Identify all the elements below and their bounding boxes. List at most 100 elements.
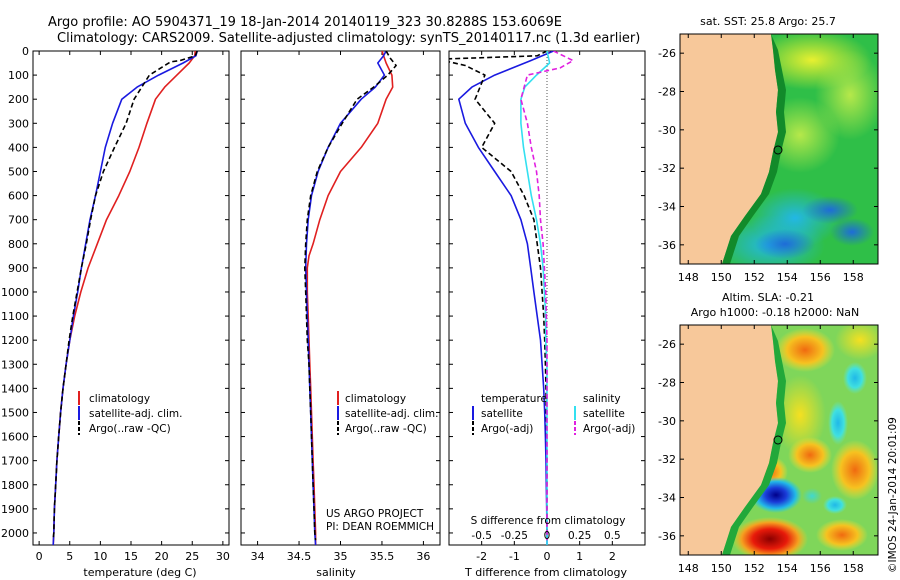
x-tick-label: 0 (36, 550, 43, 563)
x-tick-label: 35.5 (370, 550, 395, 563)
latitude-tick-label: -28 (658, 86, 676, 99)
longitude-tick-label: 150 (711, 562, 732, 575)
depth-tick-label: 0 (22, 45, 29, 58)
depth-tick-label: 1200 (1, 334, 29, 347)
x-tick-label: 34 (251, 550, 265, 563)
longitude-tick-label: 158 (843, 562, 864, 575)
series-line-climatology (306, 51, 394, 545)
sla-negative-patch (843, 362, 867, 394)
figure-title-line1: Argo profile: AO 5904371_19 18-Jan-2014 … (48, 15, 562, 30)
sla-land (680, 325, 778, 555)
depth-tick-label: 500 (8, 165, 29, 178)
legend-label-t-satellite: satellite (481, 408, 523, 420)
sst-map-frame (679, 33, 879, 265)
x-tick-label: 35 (334, 550, 348, 563)
legend-header-salinity: salinity (583, 393, 621, 405)
latitude-tick-label: -28 (658, 377, 676, 390)
sla-map-ticks: 148 150 152 154 156 158 -26 -28 -30 -32 -34 -36 (658, 325, 878, 575)
sst-cold-patch (830, 218, 874, 246)
salinity-x-ticks: 34 34.5 35 35.5 36 (251, 51, 430, 563)
latitude-tick-label: -26 (658, 47, 676, 60)
series-line-satellite-adj-clim (304, 51, 387, 545)
salinity-panel: 34 34.5 35 35.5 36 salinity climatology sate… (240, 50, 441, 579)
x-tick-label: 20 (155, 550, 169, 563)
legend-header-temperature: temperature (481, 393, 547, 405)
salinity-depth-ticks (241, 50, 440, 534)
sst-map-ticks: 148 150 152 154 156 158 -26 -28 -30 -32 -34 -36 (658, 34, 878, 284)
difference-depth-ticks (449, 50, 645, 534)
sst-map-panel: sat. SST: 25.8 Argo: 25.7 148 150 152 154 15… (658, 15, 879, 284)
sla-positive-patch (831, 440, 878, 500)
sla-positive-patch (788, 437, 832, 473)
sst-warm-patch (815, 50, 878, 140)
sst-land (680, 34, 778, 264)
legend-label-argo: Argo(..raw -QC) (345, 423, 427, 435)
sst-map-title: sat. SST: 25.8 Argo: 25.7 (700, 15, 836, 28)
x-tick-label: 1 (576, 550, 583, 563)
x-tick-label: -2 (476, 550, 487, 563)
sla-strong-positive-patch (732, 517, 808, 555)
temperature-lines (52, 51, 198, 545)
longitude-tick-label: 148 (678, 271, 699, 284)
longitude-tick-label: 154 (777, 271, 798, 284)
longitude-tick-label: 150 (711, 271, 732, 284)
depth-tick-label: 1900 (1, 503, 29, 516)
depth-tick-label: 2000 (1, 527, 29, 540)
depth-tick-label: 1400 (1, 382, 29, 395)
x-tick-label: 15 (124, 550, 138, 563)
sla-negative-patch (828, 401, 848, 445)
sla-negative-patch (823, 496, 847, 514)
depth-tick-label: 1800 (1, 479, 29, 492)
sla-negative-patch (802, 488, 822, 504)
imos-watermark: ©IMOS 24-Jan-2014 20:01:09 (887, 417, 899, 573)
x-tick-label: 5 (66, 550, 73, 563)
depth-tick-label: 1500 (1, 406, 29, 419)
depth-tick-label: 1100 (1, 310, 29, 323)
longitude-tick-label: 154 (777, 562, 798, 575)
project-annotation-line2: PI: DEAN ROEMMICH (326, 521, 434, 533)
sla-map-panel: Altim. SLA: -0.21 Argo h1000: -0.18 h200… (658, 291, 879, 575)
longitude-tick-label: 156 (810, 562, 831, 575)
legend-label-s-satellite: satellite (583, 408, 625, 420)
salinity-difference-label: S difference from climatology (471, 515, 626, 527)
legend-label-satellite: satellite-adj. clim. (89, 408, 182, 420)
latitude-tick-label: -34 (658, 492, 676, 505)
sla-map-frame (679, 324, 879, 556)
difference-legend: temperature salinity satellite Argo(-adj… (472, 393, 635, 435)
argo-location-marker (773, 435, 783, 445)
latitude-tick-label: -32 (658, 453, 676, 466)
salinity-difference-ticks: -0.5 -0.25 0 0.25 0.5 (471, 530, 620, 542)
x-tick-label: 36 (416, 550, 430, 563)
salinity-difference-tick-label: 0.5 (604, 530, 621, 542)
sst-cold-patch (802, 196, 858, 224)
depth-tick-label: 700 (8, 214, 29, 227)
difference-x-label: T difference from climatology (464, 566, 627, 579)
depth-tick-label: 200 (8, 93, 29, 106)
x-tick-label: 34.5 (287, 550, 312, 563)
depth-tick-label: 300 (8, 117, 29, 130)
sla-map-subtitle: Argo h1000: -0.18 h2000: NaN (691, 306, 860, 319)
legend-label-climatology: climatology (89, 393, 150, 405)
depth-tick-label: 1700 (1, 455, 29, 468)
x-tick-label: 10 (93, 550, 107, 563)
longitude-tick-label: 156 (810, 271, 831, 284)
depth-tick-label: 600 (8, 190, 29, 203)
sla-positive-patch (774, 375, 826, 455)
sla-positive-patch (816, 519, 868, 551)
salinity-x-label: salinity (316, 566, 356, 579)
salinity-difference-tick-label: -0.25 (501, 530, 528, 542)
legend-label-argo: Argo(..raw -QC) (89, 423, 171, 435)
depth-tick-label: 1600 (1, 431, 29, 444)
depth-tick-label: 100 (8, 69, 29, 82)
salinity-legend: climatology satellite-adj. clim. Argo(..… (337, 391, 438, 435)
longitude-tick-label: 148 (678, 562, 699, 575)
series-line-satellite-adj-clim (52, 51, 198, 545)
sst-cold-patch (755, 229, 815, 259)
depth-tick-label: 1000 (1, 286, 29, 299)
temperature-x-ticks: 0 5 10 15 20 25 30 (36, 51, 230, 563)
depth-tick-label: 800 (8, 238, 29, 251)
x-tick-label: 30 (216, 550, 230, 563)
series-line-salinity-satellite (520, 51, 551, 545)
latitude-tick-label: -26 (658, 338, 676, 351)
